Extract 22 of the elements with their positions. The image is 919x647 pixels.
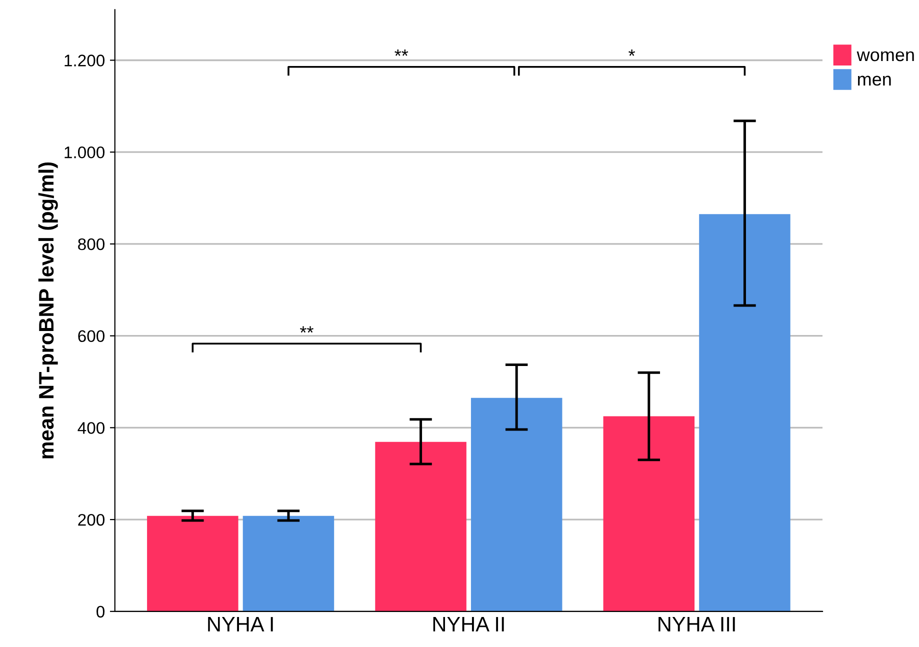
y-tick-label: 0 <box>96 606 104 618</box>
y-axis-title: mean NT-proBNP level (pg/ml) <box>38 162 58 458</box>
legend-label: men <box>858 76 891 86</box>
annotation: ** <box>300 326 314 333</box>
bar <box>699 214 790 612</box>
x-tick-label: NYHA II <box>433 617 504 632</box>
y-tick-label: 200 <box>78 514 105 526</box>
bar <box>147 516 238 612</box>
legend-label: women <box>856 51 914 62</box>
x-tick-label: NYHA III <box>658 617 735 632</box>
y-tick-label: 1.000 <box>64 146 105 158</box>
annotation: ** <box>394 49 408 56</box>
x-tick-label: NYHA I <box>208 617 273 632</box>
annotation: * <box>628 49 636 56</box>
bar <box>603 416 695 612</box>
bar <box>242 516 334 612</box>
y-tick-label: 1.200 <box>64 54 105 66</box>
y-tick-label: 400 <box>78 422 105 434</box>
y-tick-label: 600 <box>78 330 105 342</box>
bar <box>470 398 562 612</box>
y-tick-label: 800 <box>78 238 105 250</box>
bar <box>375 442 466 612</box>
